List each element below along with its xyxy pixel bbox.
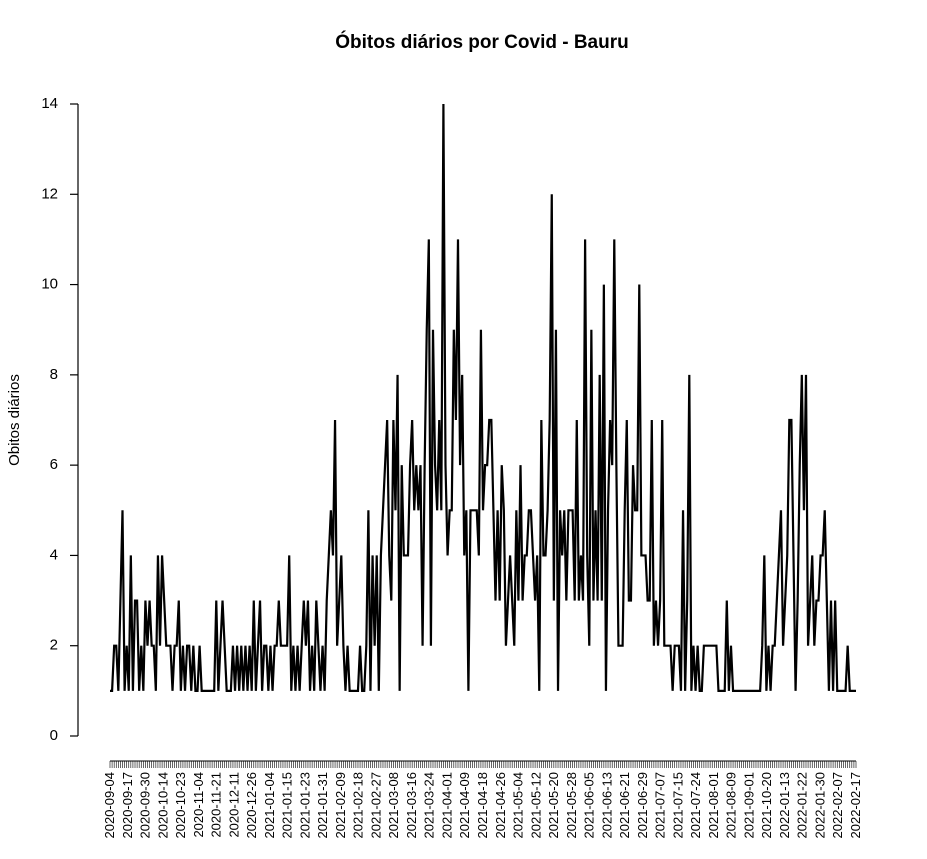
x-tick-label: 2022-02-17 [848,772,863,839]
x-tick-label: 2021-01-23 [297,772,312,839]
x-tick-label: 2022-01-22 [795,772,810,839]
x-tick-label: 2021-01-31 [315,772,330,839]
x-tick-label: 2020-11-21 [209,772,224,838]
y-tick-label: 2 [50,637,58,654]
x-tick-label: 2021-04-18 [475,772,490,839]
x-tick-label: 2020-09-04 [102,772,117,839]
x-tick-label: 2020-12-26 [244,772,259,839]
x-tick-label: 2020-12-11 [226,772,241,838]
y-tick-label: 4 [50,546,58,563]
x-tick-label: 2021-08-09 [724,772,739,839]
x-tick-label: 2022-01-13 [777,772,792,839]
x-tick-label: 2021-05-28 [564,772,579,839]
x-tick-label: 2022-01-30 [813,772,828,839]
x-tick-label: 2021-06-29 [635,772,650,839]
x-tick-label: 2021-03-24 [422,772,437,839]
chart-title: Óbitos diários por Covid - Bauru [335,31,628,53]
x-axis: 2020-09-04 2020-09-17 2020-09-30 2020-10-14… [102,760,863,839]
x-tick-label: 2021-04-01 [440,772,455,839]
x-tick-label: 2020-10-23 [173,772,188,839]
x-tick-label: 2020-09-30 [138,772,153,839]
x-tick-label: 2021-03-08 [386,772,401,839]
y-tick-label: 14 [41,95,58,112]
x-tick-label: 2021-04-26 [493,772,508,839]
x-tick-label: 2020-09-17 [120,772,135,839]
x-tick-label: 2021-08-01 [706,772,721,839]
y-tick-label: 12 [41,185,58,202]
y-axis: 0 2 4 6 8 10 12 14 [41,95,79,744]
x-tick-label: 2021-01-15 [280,772,295,839]
x-tick-label: 2021-10-20 [759,772,774,839]
series-line [110,103,856,692]
x-tick-label: 2021-06-05 [582,772,597,839]
x-tick-label: 2021-03-16 [404,772,419,839]
x-tick-label: 2021-09-01 [741,772,756,839]
x-tick-label: 2021-04-09 [457,772,472,839]
x-tick-label: 2021-05-04 [511,772,526,839]
x-tick-label: 2021-01-04 [262,772,277,839]
x-tick-label: 2021-07-07 [653,772,668,839]
x-tick-label: 2021-07-15 [670,772,685,839]
x-tick-label: 2021-05-12 [528,772,543,839]
x-tick-label: 2021-02-27 [368,772,383,839]
x-tick-label: 2021-07-24 [688,772,703,839]
y-tick-label: 0 [50,727,58,744]
y-tick-label: 8 [50,366,58,383]
daily-deaths-line [110,103,856,692]
x-tick-label: 2020-11-04 [191,772,206,838]
y-tick-label: 10 [41,276,58,293]
x-tick-label: 2021-02-09 [333,772,348,839]
x-tick-label: 2022-02-07 [830,772,845,839]
x-tick-label: 2020-10-14 [155,772,170,839]
y-tick-label: 6 [50,456,58,473]
x-tick-label: 2021-06-13 [599,772,614,839]
y-axis-label: Obitos diários [6,374,23,466]
x-tick-label: 2021-02-18 [351,772,366,839]
x-tick-label: 2021-06-21 [617,772,632,839]
x-tick-label: 2021-05-20 [546,772,561,839]
